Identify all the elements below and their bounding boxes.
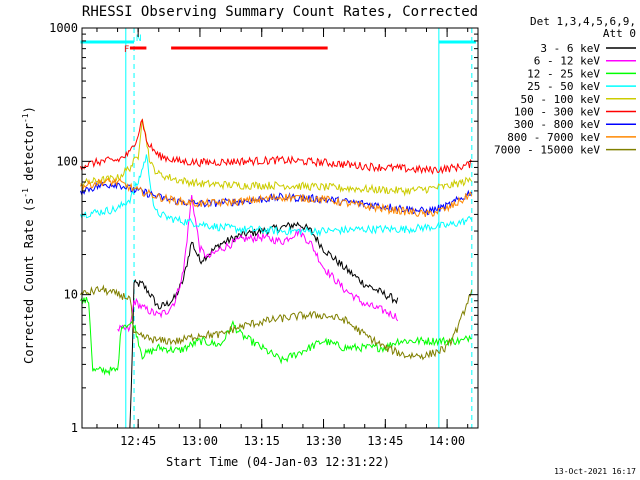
y-tick-label-2: 100 — [56, 154, 78, 168]
series-line-3 — [80, 154, 473, 237]
flag-label-N: N — [136, 34, 141, 44]
plot-area: NF — [80, 28, 476, 428]
legend-label-3: 25 - 50 keV — [527, 80, 600, 93]
y-tick-label-1: 10 — [64, 288, 78, 302]
legend-header-0: Det 1,3,4,5,6,9, — [530, 15, 636, 28]
x-tick-label-3: 13:30 — [305, 434, 341, 448]
x-tick-label-5: 14:00 — [429, 434, 465, 448]
legend-label-6: 300 - 800 keV — [514, 118, 600, 131]
y-tick-label-0: 1 — [71, 421, 78, 435]
legend-label-2: 12 - 25 keV — [527, 67, 600, 80]
plot-frame — [81, 27, 479, 429]
axes: 1 10 100 1000 12:45 13:00 13:15 13:30 13:45 14:00 — [49, 21, 479, 448]
series-line-2 — [80, 296, 472, 377]
series-line-0 — [130, 223, 410, 428]
y-tick-label-3: 1000 — [49, 21, 78, 35]
chart-title: RHESSI Observing Summary Count Rates, Co… — [82, 4, 478, 20]
x-tick-label-0: 12:45 — [120, 434, 156, 448]
series-line-7 — [80, 177, 473, 218]
x-axis-label: Start Time (04-Jan-03 12:31:22) — [166, 455, 390, 469]
footer-timestamp: 13-Oct-2021 16:17 — [554, 467, 636, 476]
legend-header-1: Att 0 — [603, 27, 636, 40]
series-line-8 — [80, 284, 473, 361]
legend-label-1: 6 - 12 keV — [534, 55, 601, 68]
legend-label-4: 50 - 100 keV — [521, 93, 601, 106]
series-line-1 — [117, 194, 399, 333]
legend-label-5: 100 - 300 keV — [514, 106, 600, 119]
legend-label-7: 800 - 7000 keV — [507, 131, 600, 144]
x-tick-label-4: 13:45 — [367, 434, 403, 448]
x-tick-label-1: 13:00 — [182, 434, 218, 448]
y-axis-label: Corrected Count Rate (s-1 detector-1) — [21, 106, 36, 364]
series-line-5 — [80, 118, 473, 175]
legend-label-8: 7000 - 15000 keV — [494, 144, 600, 157]
legend-label-0: 3 - 6 keV — [540, 42, 600, 55]
flag-label-F: F — [124, 45, 129, 55]
series-line-6 — [80, 181, 473, 216]
x-tick-label-2: 13:15 — [244, 434, 280, 448]
